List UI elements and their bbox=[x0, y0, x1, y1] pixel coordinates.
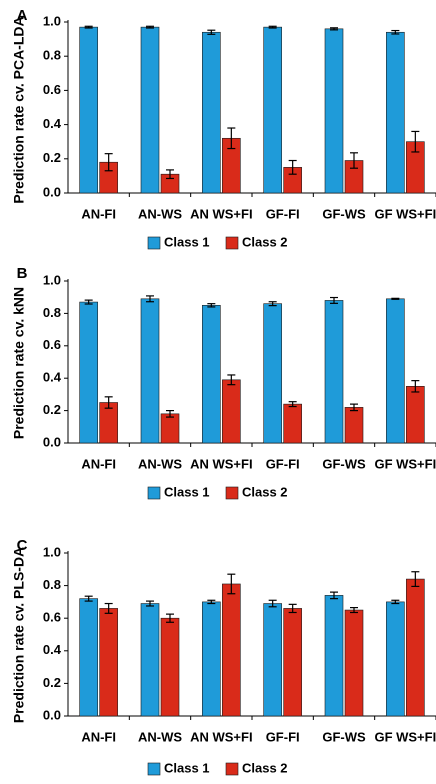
x-tick-label: GF-WS bbox=[322, 456, 366, 471]
legend-swatch-class-1 bbox=[147, 486, 161, 500]
legend-swatch-class-2 bbox=[225, 236, 239, 250]
bar-class-1 bbox=[79, 26, 98, 194]
y-tick-label: 0.6 bbox=[43, 610, 61, 625]
y-tick-label: 0.2 bbox=[43, 402, 61, 417]
bar-class-1 bbox=[202, 31, 221, 194]
legend-label: Class 2 bbox=[242, 234, 288, 249]
legend-label: Class 1 bbox=[164, 760, 210, 775]
bar-class-2 bbox=[344, 609, 364, 717]
x-tick-label: AN-FI bbox=[81, 729, 116, 744]
bar-class-2 bbox=[406, 385, 425, 444]
x-tick-label: GF-WS bbox=[322, 206, 366, 221]
bar-class-2 bbox=[222, 583, 241, 717]
bar-class-1 bbox=[386, 31, 405, 194]
legend-swatch-class-2 bbox=[225, 486, 239, 500]
legend-label: Class 1 bbox=[164, 234, 210, 249]
y-axis-label: Prediction rate cv. PCA-LDA bbox=[11, 16, 27, 203]
x-tick-label: GF WS+FI bbox=[374, 456, 436, 471]
x-tick-label: AN-FI bbox=[81, 206, 116, 221]
bar-class-2 bbox=[222, 379, 241, 444]
bar-class-2 bbox=[160, 617, 180, 717]
bar-class-2 bbox=[99, 608, 118, 717]
y-tick-label: 1.0 bbox=[43, 272, 61, 287]
bar-class-1 bbox=[386, 298, 405, 444]
bar-class-1 bbox=[324, 300, 344, 444]
x-tick-label: GF WS+FI bbox=[374, 206, 436, 221]
x-tick-label: GF-FI bbox=[266, 206, 300, 221]
y-tick-label: 0.4 bbox=[43, 116, 62, 131]
y-tick-label: 0.8 bbox=[43, 577, 61, 592]
panel-label: C bbox=[17, 537, 28, 554]
bar-class-1 bbox=[263, 603, 282, 717]
x-tick-label: AN-WS bbox=[138, 729, 182, 744]
bar-class-2 bbox=[283, 403, 302, 444]
x-tick-label: GF WS+FI bbox=[374, 729, 436, 744]
x-tick-label: GF-FI bbox=[266, 729, 300, 744]
y-tick-label: 1.0 bbox=[43, 13, 61, 28]
legend-swatch-class-2 bbox=[225, 762, 239, 776]
bar-class-1 bbox=[140, 603, 160, 717]
y-tick-label: 0.4 bbox=[43, 642, 62, 657]
x-tick-label: GF-FI bbox=[266, 456, 300, 471]
y-tick-label: 0.4 bbox=[43, 370, 62, 385]
y-tick-label: 0.6 bbox=[43, 337, 61, 352]
y-tick-label: 0.6 bbox=[43, 82, 61, 97]
x-tick-label: AN-FI bbox=[81, 456, 116, 471]
bar-class-1 bbox=[202, 601, 221, 717]
y-tick-label: 0.0 bbox=[43, 184, 61, 199]
bar-class-2 bbox=[344, 407, 364, 444]
bar-class-1 bbox=[140, 298, 160, 444]
panel-label: A bbox=[17, 7, 28, 24]
x-tick-label: AN WS+FI bbox=[190, 456, 252, 471]
y-tick-label: 0.0 bbox=[43, 434, 61, 449]
x-tick-label: GF-WS bbox=[322, 729, 366, 744]
bar-class-2 bbox=[160, 413, 180, 444]
y-tick-label: 0.2 bbox=[43, 150, 61, 165]
y-tick-label: 0.0 bbox=[43, 707, 61, 722]
x-tick-label: AN-WS bbox=[138, 206, 182, 221]
bar-class-1 bbox=[324, 595, 344, 717]
bar-class-2 bbox=[283, 608, 302, 717]
bar-class-1 bbox=[202, 304, 221, 444]
bar-class-1 bbox=[263, 26, 282, 194]
y-tick-label: 0.8 bbox=[43, 48, 61, 63]
y-tick-label: 0.8 bbox=[43, 305, 61, 320]
legend-label: Class 2 bbox=[242, 760, 288, 775]
bar-class-2 bbox=[406, 578, 425, 717]
bar-class-1 bbox=[79, 301, 98, 444]
bar-class-1 bbox=[79, 598, 98, 717]
x-tick-label: AN WS+FI bbox=[190, 729, 252, 744]
x-tick-label: AN-WS bbox=[138, 456, 182, 471]
bar-class-1 bbox=[140, 26, 160, 194]
legend-label: Class 2 bbox=[242, 484, 288, 499]
y-axis-label: Prediction rate cv. kNN bbox=[11, 287, 27, 439]
legend-swatch-class-1 bbox=[147, 762, 161, 776]
legend-swatch-class-1 bbox=[147, 236, 161, 250]
bar-class-1 bbox=[386, 601, 405, 717]
legend-label: Class 1 bbox=[164, 484, 210, 499]
bar-class-1 bbox=[263, 303, 282, 444]
y-tick-label: 1.0 bbox=[43, 544, 61, 559]
y-axis-label: Prediction rate cv. PLS-DA bbox=[11, 547, 27, 723]
bar-class-1 bbox=[324, 28, 344, 194]
y-tick-label: 0.2 bbox=[43, 675, 61, 690]
panel-label: B bbox=[17, 265, 28, 282]
x-tick-label: AN WS+FI bbox=[190, 206, 252, 221]
